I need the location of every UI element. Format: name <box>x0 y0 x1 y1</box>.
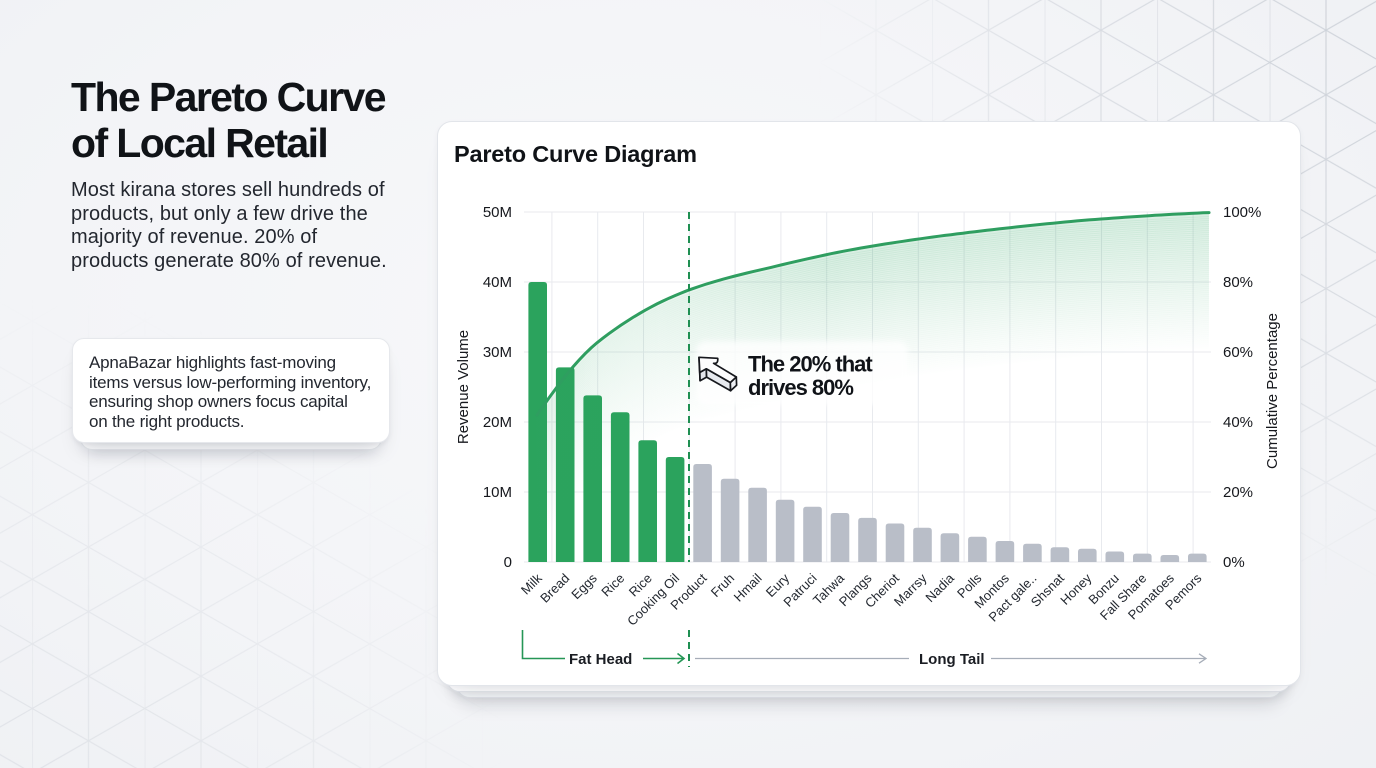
svg-text:40M: 40M <box>483 274 512 291</box>
svg-text:0: 0 <box>504 554 512 571</box>
svg-text:100%: 100% <box>1223 204 1261 221</box>
svg-text:0%: 0% <box>1223 554 1245 571</box>
svg-text:60%: 60% <box>1223 344 1253 361</box>
svg-text:Pareto Curve Diagram: Pareto Curve Diagram <box>454 141 697 167</box>
svg-text:Cumulative Percentage: Cumulative Percentage <box>1264 313 1281 469</box>
svg-text:40%: 40% <box>1223 414 1253 431</box>
svg-text:Revenue Volume: Revenue Volume <box>455 330 472 444</box>
svg-text:Long Tail: Long Tail <box>919 651 985 668</box>
svg-text:Nadia: Nadia <box>922 570 957 605</box>
svg-text:Fat Head: Fat Head <box>569 651 632 668</box>
svg-text:Honey: Honey <box>1057 570 1095 608</box>
svg-text:80%: 80% <box>1223 274 1253 291</box>
svg-text:Bread: Bread <box>537 571 572 606</box>
svg-text:Rice: Rice <box>598 571 627 600</box>
svg-text:The 20% that: The 20% that <box>748 352 873 377</box>
svg-text:20%: 20% <box>1223 484 1253 501</box>
svg-text:drives 80%: drives 80% <box>748 375 853 400</box>
svg-text:50M: 50M <box>483 204 512 221</box>
svg-text:20M: 20M <box>483 414 512 431</box>
svg-text:Hmail: Hmail <box>731 570 765 604</box>
svg-text:Eggs: Eggs <box>568 570 600 602</box>
svg-text:10M: 10M <box>483 484 512 501</box>
svg-text:30M: 30M <box>483 344 512 361</box>
